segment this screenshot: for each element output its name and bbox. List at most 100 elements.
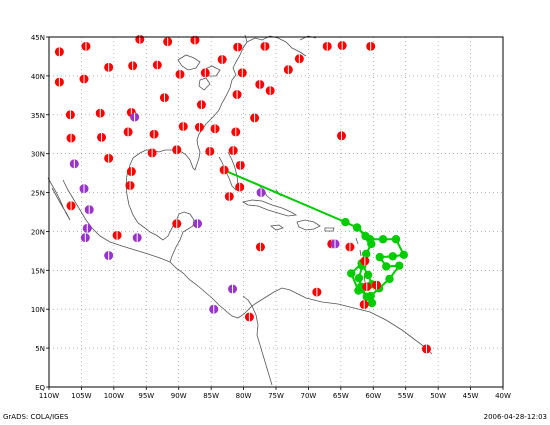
station-marker-red xyxy=(178,121,188,131)
y-tick-label: 30N xyxy=(31,151,45,159)
y-tick-label: 5N xyxy=(35,345,45,353)
track-point xyxy=(367,298,377,308)
x-tick-label: 100W xyxy=(104,392,124,400)
x-tick-label: 95W xyxy=(138,392,154,400)
station-marker-red xyxy=(337,131,347,141)
y-tick-label: 40N xyxy=(31,73,45,81)
station-marker-red xyxy=(65,110,75,120)
station-marker-red xyxy=(265,86,275,96)
y-tick-label: 10N xyxy=(31,306,45,314)
station-marker-red xyxy=(205,146,215,156)
track-point xyxy=(399,250,408,259)
baja-california xyxy=(47,177,71,221)
x-tick-label: 90W xyxy=(171,392,187,400)
station-marker-purple xyxy=(256,188,266,198)
station-marker-purple xyxy=(330,239,340,249)
x-tick-label: 75W xyxy=(268,392,284,400)
hispaniola xyxy=(296,219,321,231)
station-marker-red xyxy=(172,219,182,229)
station-marker-purple xyxy=(130,112,140,122)
station-marker-red xyxy=(97,132,107,142)
station-marker-red xyxy=(159,93,169,103)
station-marker-purple xyxy=(80,233,90,243)
track-point xyxy=(385,274,394,284)
x-tick-label: 60W xyxy=(365,392,381,400)
station-marker-red xyxy=(255,242,265,252)
coastlines xyxy=(47,34,433,386)
station-marker-red xyxy=(66,201,76,211)
y-tick-label: 35N xyxy=(31,112,45,120)
storm-track xyxy=(225,169,408,308)
station-marker-red xyxy=(104,153,114,163)
axis-ticks: 110W 105W 100W 95W 90W 85W 80W 75W 70W 65W 60W 55W 5… xyxy=(31,34,511,400)
x-tick-label: 40W xyxy=(495,392,511,400)
station-marker-red xyxy=(54,47,64,57)
station-marker-red xyxy=(196,100,206,110)
track-point xyxy=(363,270,373,280)
station-marker-red xyxy=(217,55,227,65)
station-marker-red xyxy=(175,69,185,79)
station-marker-red xyxy=(200,68,210,78)
x-tick-label: 50W xyxy=(430,392,446,400)
station-marker-red xyxy=(54,77,64,87)
station-marker-red xyxy=(79,74,89,84)
x-tick-label: 70W xyxy=(301,392,317,400)
y-tick-label: 20N xyxy=(31,228,45,236)
station-marker-red xyxy=(366,41,376,51)
track-point xyxy=(375,252,384,262)
track-point xyxy=(341,217,350,227)
station-marker-purple xyxy=(79,184,89,194)
station-marker-purple xyxy=(69,159,79,169)
x-tick-label: 105W xyxy=(71,392,91,400)
station-marker-purple xyxy=(84,205,94,215)
station-marker-red xyxy=(283,65,293,75)
footer-credit: GrADS: COLA/IGES xyxy=(3,413,69,421)
station-marker-red xyxy=(322,41,332,51)
track-point xyxy=(388,252,397,261)
track-point xyxy=(354,273,364,283)
station-marker-red xyxy=(345,242,355,252)
station-marker-red xyxy=(228,146,238,156)
station-marker-purple xyxy=(209,304,219,314)
station-marker-red xyxy=(260,41,270,51)
jamaica xyxy=(270,224,284,231)
us-east-coast xyxy=(125,34,248,236)
x-tick-label: 55W xyxy=(398,392,414,400)
station-marker-purple xyxy=(132,233,142,243)
station-marker-red xyxy=(135,34,145,44)
track-point xyxy=(347,269,356,278)
station-marker-red xyxy=(152,60,162,70)
puerto-rico xyxy=(324,227,335,232)
station-marker-purple xyxy=(193,219,203,229)
station-marker-red xyxy=(360,256,370,266)
station-marker-red xyxy=(104,62,114,72)
station-marker-purple xyxy=(104,251,114,261)
station-marker-purple xyxy=(82,223,92,233)
lesser-antilles xyxy=(355,237,366,283)
station-marker-red xyxy=(125,181,135,191)
station-marker-red xyxy=(312,287,322,297)
station-marker-red xyxy=(128,61,138,71)
station-marker-red xyxy=(147,148,157,158)
station-marker-red xyxy=(421,344,431,354)
mexico-pacific-coast xyxy=(62,179,171,263)
cuba xyxy=(241,199,298,217)
track-point xyxy=(354,286,363,295)
track-point xyxy=(361,249,371,259)
station-marker-red xyxy=(337,41,347,51)
track-point xyxy=(378,235,388,244)
y-tick-label: EQ xyxy=(35,384,45,392)
canada-coast xyxy=(246,35,317,57)
gulf-mexico-west xyxy=(155,211,195,263)
y-tick-label: 25N xyxy=(31,190,45,198)
station-marker-red xyxy=(237,68,247,78)
track-point xyxy=(391,235,401,244)
station-marker-red xyxy=(244,312,254,322)
station-marker-red xyxy=(224,191,234,201)
track-point xyxy=(366,291,375,301)
station-marker-red xyxy=(66,133,76,143)
station-marker-red xyxy=(123,127,133,137)
track-point xyxy=(365,235,375,244)
station-marker-red xyxy=(210,124,220,134)
